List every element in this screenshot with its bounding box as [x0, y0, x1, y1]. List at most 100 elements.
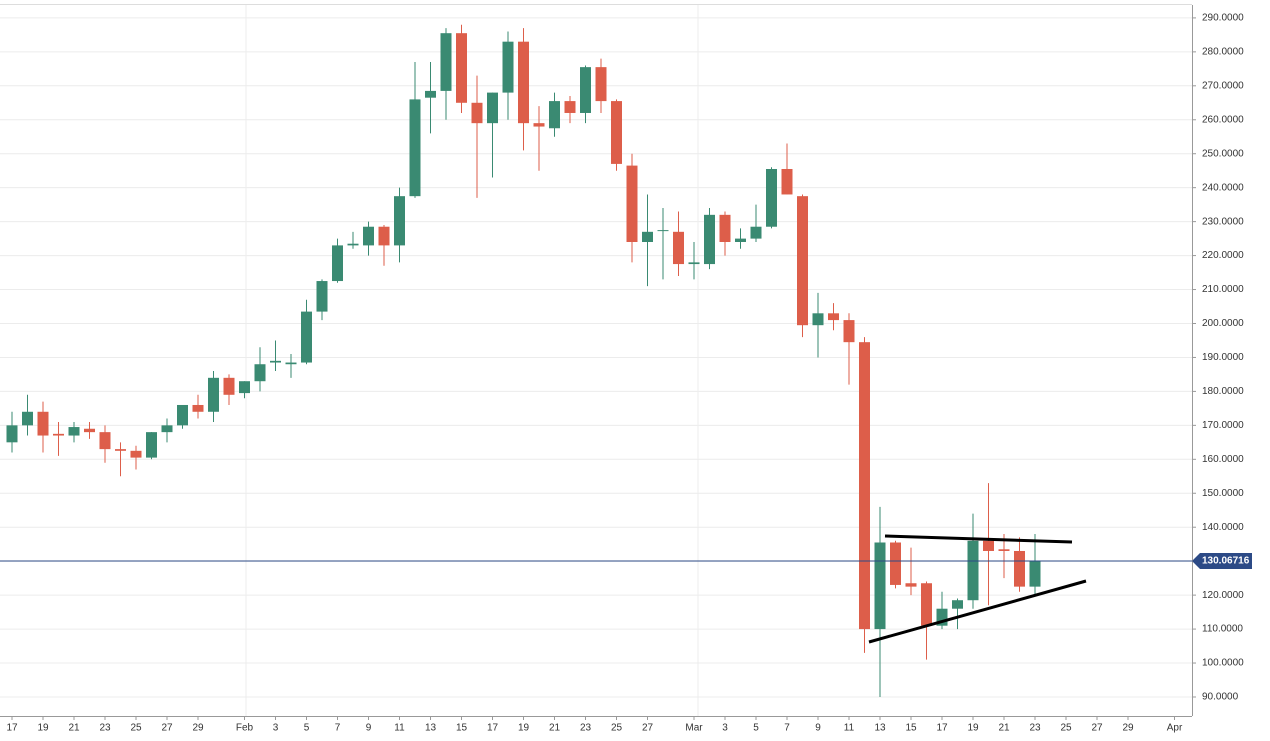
x-tick-label: 19: [518, 723, 530, 734]
candle-body: [797, 196, 808, 326]
candle-body: [533, 123, 545, 127]
y-tick-label: 250.0000: [1202, 148, 1244, 159]
candle-body: [239, 381, 250, 394]
candle-body: [161, 425, 173, 433]
candle-body: [936, 608, 948, 626]
y-tick-label: 170.0000: [1202, 420, 1244, 431]
y-tick-label: 100.0000: [1202, 658, 1244, 669]
candle-body: [347, 243, 359, 246]
candle-body: [115, 449, 126, 451]
candle-body: [146, 432, 157, 458]
y-tick-label: 210.0000: [1202, 284, 1244, 295]
candle-body: [750, 226, 762, 239]
candle-body: [611, 101, 622, 164]
candle-body: [68, 427, 80, 436]
candle-body: [564, 101, 576, 113]
candle-body: [409, 99, 421, 197]
candle-body: [316, 281, 328, 312]
y-tick-label: 230.0000: [1202, 216, 1244, 227]
candle-body: [967, 540, 979, 601]
x-tick-label: 23: [1029, 723, 1041, 734]
candle-body: [1029, 561, 1041, 587]
x-tick-label: 13: [874, 723, 886, 734]
y-tick-label: 140.0000: [1202, 522, 1244, 533]
candle-body: [177, 404, 188, 426]
candle-body: [983, 540, 994, 551]
x-tick-label: 15: [905, 723, 917, 734]
candle-body: [657, 230, 669, 232]
y-tick-label: 200.0000: [1202, 318, 1244, 329]
y-tick-label: 110.0000: [1202, 624, 1243, 635]
y-tick-label: 120.0000: [1202, 590, 1244, 601]
x-tick-label: 7: [335, 723, 341, 734]
candle-body: [580, 67, 591, 113]
candle-body: [549, 101, 560, 129]
y-tick-label: 190.0000: [1202, 352, 1244, 363]
x-tick-label: Mar: [685, 723, 703, 734]
candle-body: [642, 231, 653, 242]
candle-body: [425, 90, 436, 98]
candle-body: [130, 450, 142, 458]
x-tick-label: 25: [611, 723, 623, 734]
x-tick-label: 19: [967, 723, 979, 734]
candle-body: [874, 542, 886, 630]
x-tick-label: 21: [998, 723, 1010, 734]
candle-body: [921, 583, 932, 626]
candle-body: [254, 364, 266, 382]
candle-body: [22, 411, 33, 426]
trend-line: [868, 579, 1087, 644]
x-tick-label: 25: [130, 723, 142, 734]
candles: [0, 17, 1192, 698]
x-tick-label: 3: [273, 723, 279, 734]
candle-body: [812, 313, 824, 326]
y-tick-label: 240.0000: [1202, 182, 1244, 193]
candle-body: [735, 238, 746, 242]
x-tick-label: 13: [425, 723, 437, 734]
x-tick-label: 27: [1091, 723, 1103, 734]
x-tick-label: 29: [1122, 723, 1134, 734]
candle-body: [208, 377, 219, 412]
last-price-label: 130.06716: [1202, 556, 1250, 567]
candle-body: [890, 542, 901, 585]
x-tick-label: 9: [815, 723, 821, 734]
candle-body: [704, 214, 715, 265]
candle-body: [843, 320, 855, 343]
candle-body: [223, 377, 235, 395]
candle-body: [1014, 550, 1025, 587]
candle-body: [828, 313, 839, 321]
x-tick-label: 21: [68, 723, 80, 734]
last-price-tag: [1192, 552, 1252, 569]
y-tick-label: 290.0000: [1202, 13, 1244, 24]
x-tick-label: 17: [487, 723, 499, 734]
y-tick-label: 280.0000: [1202, 46, 1244, 57]
candle-body: [781, 168, 793, 195]
x-tick-label: 23: [580, 723, 592, 734]
x-tick-label: 7: [784, 723, 790, 734]
x-tick-label: 25: [1060, 723, 1072, 734]
x-tick-label: 21: [549, 723, 561, 734]
candle-body: [6, 425, 18, 443]
candle-body: [440, 33, 452, 91]
y-tick-label: 160.0000: [1202, 454, 1244, 465]
candle-body: [285, 362, 297, 365]
candle-body: [673, 231, 684, 265]
x-tick-label: Apr: [1167, 723, 1183, 734]
candle-body: [518, 41, 529, 124]
y-tick-label: 180.0000: [1202, 386, 1244, 397]
x-tick-label: 11: [844, 723, 855, 734]
candle-body: [192, 404, 204, 412]
x-tick-label: 23: [99, 723, 111, 734]
candle-body: [53, 433, 64, 436]
candle-body: [394, 196, 405, 246]
candle-body: [378, 226, 390, 246]
y-tick-label: 90.0000: [1202, 692, 1239, 703]
x-tick-label: 3: [722, 723, 728, 734]
candle-body: [471, 102, 483, 124]
x-tick-label: Feb: [236, 723, 254, 734]
x-tick-label: 17: [936, 723, 948, 734]
candle-body: [626, 165, 638, 242]
candle-body: [332, 245, 343, 282]
candle-body: [905, 583, 917, 587]
